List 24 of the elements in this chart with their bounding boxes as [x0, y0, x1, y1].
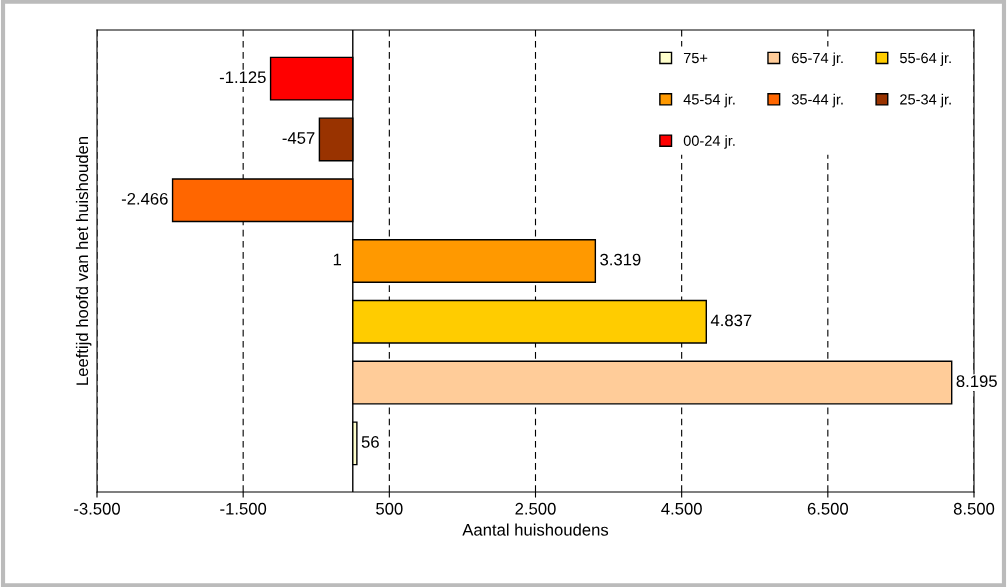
data-label: 3.319 — [600, 253, 641, 266]
data-label: 4.837 — [710, 314, 752, 327]
x-tick-label: 2.500 — [515, 502, 556, 515]
legend-label: 45-54 jr. — [683, 93, 735, 108]
data-label: -1.125 — [219, 71, 266, 84]
x-tick-label: -3.500 — [74, 502, 120, 515]
data-label: 8.195 — [956, 375, 997, 388]
data-label: 56 — [361, 436, 379, 448]
annotation: 1 — [333, 253, 342, 266]
legend-label: 00-24 jr. — [683, 135, 735, 149]
x-tick-label: 6.500 — [807, 502, 849, 515]
x-tick-label: 8.500 — [953, 502, 995, 515]
legend-label: 75+ — [683, 52, 708, 64]
legend-label: 65-74 jr. — [792, 52, 843, 67]
x-tick-label: 4.500 — [661, 502, 702, 515]
legend-label: 25-34 jr. — [900, 93, 951, 108]
legend-label: 55-64 jr. — [900, 52, 951, 67]
x-tick-label: -1.500 — [220, 502, 267, 515]
y-axis-title: Leeftijd hoofd van het huishouden — [75, 136, 92, 385]
data-label: -2.466 — [121, 192, 168, 205]
data-label: -457 — [282, 132, 315, 144]
legend-label: 35-44 jr. — [791, 93, 843, 108]
x-tick-label: 500 — [376, 502, 403, 515]
x-axis-title: Aantal huishoudens — [462, 523, 609, 536]
